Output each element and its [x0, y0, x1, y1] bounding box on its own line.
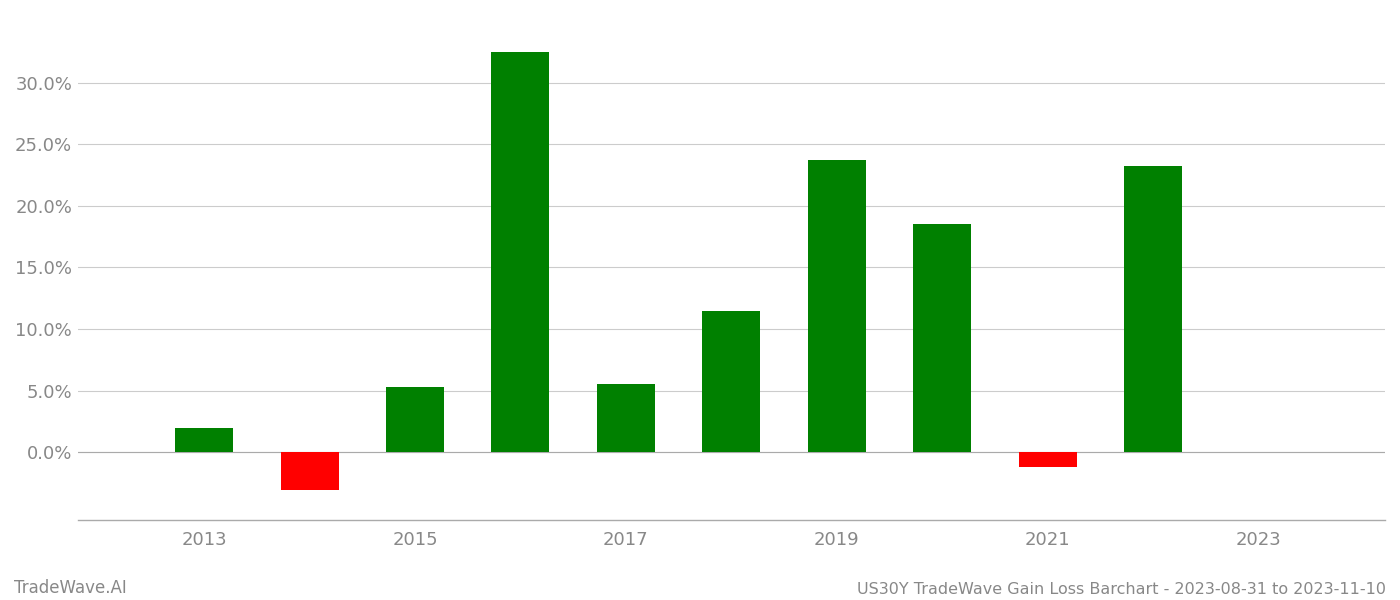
Bar [1019, 452, 1077, 467]
Bar [491, 52, 549, 452]
Bar [175, 428, 234, 452]
Bar [703, 311, 760, 452]
Bar [1124, 166, 1182, 452]
Bar [913, 224, 972, 452]
Bar [808, 160, 865, 452]
Text: US30Y TradeWave Gain Loss Barchart - 2023-08-31 to 2023-11-10: US30Y TradeWave Gain Loss Barchart - 202… [857, 582, 1386, 597]
Bar [386, 387, 444, 452]
Text: TradeWave.AI: TradeWave.AI [14, 579, 127, 597]
Bar [596, 385, 655, 452]
Bar [280, 452, 339, 490]
